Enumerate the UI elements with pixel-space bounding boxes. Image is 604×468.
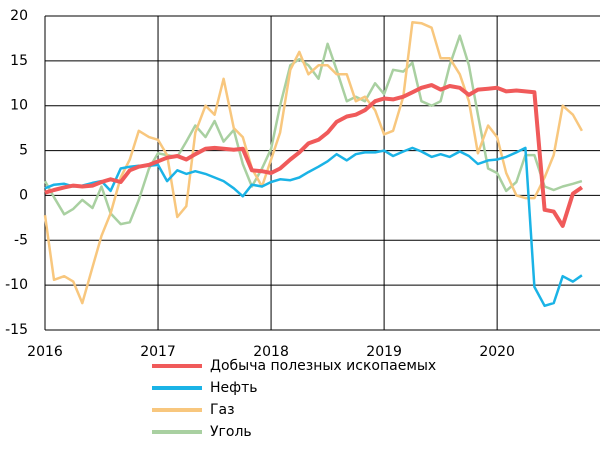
y-tick-label: 10 xyxy=(10,98,28,114)
x-tick-label: 2019 xyxy=(366,344,402,360)
y-tick-label: 15 xyxy=(10,53,28,69)
y-tick-label: 5 xyxy=(19,143,28,159)
y-tick-label: -10 xyxy=(5,277,28,293)
series-line xyxy=(44,146,583,308)
legend-label: Добыча полезных ископаемых xyxy=(210,358,436,374)
x-tick-label: 2016 xyxy=(27,344,63,360)
x-tick-label: 2020 xyxy=(479,344,515,360)
y-tick-label: -15 xyxy=(5,322,28,338)
y-tick-label: 20 xyxy=(10,8,28,24)
series-line xyxy=(43,34,583,226)
series-line xyxy=(43,21,583,305)
y-tick-label: -5 xyxy=(14,232,28,248)
series-line xyxy=(44,83,584,228)
legend-label: Газ xyxy=(210,402,235,418)
y-tick-label: 0 xyxy=(19,187,28,203)
legend-label: Уголь xyxy=(210,424,252,440)
x-tick-label: 2017 xyxy=(140,344,176,360)
legend-label: Нефть xyxy=(210,380,258,396)
x-tick-label: 2018 xyxy=(253,344,289,360)
